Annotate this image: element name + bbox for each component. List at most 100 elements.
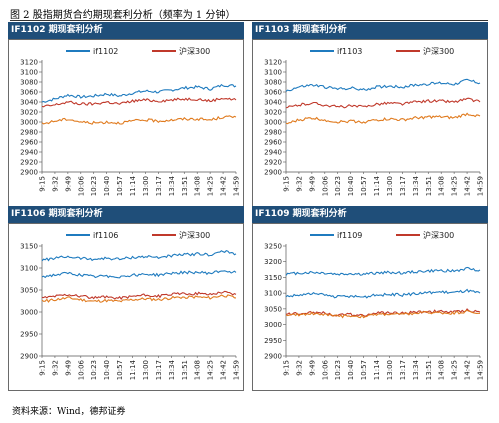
x-tick-label: 14:42 [220,176,228,196]
x-tick-label: 10:23 [90,360,98,380]
x-tick-label: 13:00 [386,360,394,380]
y-tick-label: 2980 [20,129,38,137]
legend-label: if1103 [337,47,362,56]
x-tick-label: 11:14 [373,359,381,380]
y-tick-label: 3100 [20,265,38,273]
x-tick-label: 14:42 [464,176,472,196]
y-tick-label: 3040 [20,99,38,107]
y-tick-label: 2920 [20,159,38,167]
y-tick-label: 3200 [264,258,282,266]
series-line [285,266,481,276]
x-tick-label: 14:59 [233,176,241,196]
x-tick-label: 10:40 [347,360,355,380]
x-tick-label: 9:15 [283,360,291,376]
x-tick-label: 13:51 [181,360,189,380]
legend-label: if1109 [337,231,362,240]
legend-label: 沪深300 [179,230,210,240]
x-tick-label: 10:23 [90,176,98,196]
x-tick-label: 9:15 [283,176,291,192]
y-tick-label: 3000 [20,119,38,127]
x-tick-label: 9:32 [295,176,303,192]
y-tick-label: 3120 [264,59,282,67]
chart-svg: 2900 2950 3000 3050 3100 3150 3200 3250 9:15 9:32… [264,230,485,380]
series-line [285,78,481,92]
figure-title: 图 2 股指期货合约期现套利分析（频率为 1 分钟） [10,10,236,21]
x-tick-label: 10:57 [116,176,124,196]
y-tick-label: 3120 [20,59,38,67]
y-tick-label: 3080 [264,79,282,87]
x-tick-label: 14:25 [207,176,215,196]
legend-label: 沪深300 [179,46,210,56]
x-tick-label: 10:06 [321,175,329,196]
x-tick-label: 10:06 [321,359,329,380]
y-tick-label: 3100 [20,69,38,77]
x-tick-label: 13:34 [412,175,420,196]
x-tick-label: 14:59 [477,360,485,380]
y-tick-label: 3080 [20,79,38,87]
panel-title: IF1102 期现套利分析 [8,22,244,39]
x-tick-label: 9:32 [51,176,59,192]
y-tick-label: 3050 [20,287,38,295]
panel-title: IF1106 期现套利分析 [8,206,244,223]
chart-svg: 2900 2920 2940 2960 2980 3000 3020 3040 3060 3080… [264,46,484,196]
x-tick-label: 10:06 [77,359,85,380]
y-tick-label: 2940 [20,149,38,157]
y-tick-label: 3150 [20,243,38,251]
panel-title: IF1109 期现套利分析 [252,206,488,223]
x-tick-label: 14:08 [438,176,446,196]
chart-panel-if1102: IF1102 期现套利分析 2900 2920 2940 2960 2980 3000 30… [8,22,244,207]
x-tick-label: 13:51 [181,176,189,196]
chart-svg: 2900 2950 3000 3050 3100 3150 9:15 9:32 9:49 10:0… [20,230,241,380]
x-tick-label: 10:40 [103,176,111,196]
x-tick-label: 14:08 [194,176,202,196]
chart-svg: 2900 2920 2940 2960 2980 3000 3020 3040 3060 3080… [20,46,241,196]
series-line [285,112,481,125]
x-tick-label: 10:57 [116,360,124,380]
x-tick-label: 14:42 [464,360,472,380]
series-line [285,97,481,109]
x-tick-label: 10:57 [360,360,368,380]
legend-label: 沪深300 [423,46,454,56]
y-tick-label: 2960 [264,139,282,147]
x-tick-label: 13:34 [168,359,176,380]
series-line [285,288,481,299]
x-tick-label: 13:17 [399,360,407,380]
y-tick-label: 3060 [20,89,38,97]
y-tick-label: 3100 [264,69,282,77]
series-line [285,309,480,319]
series-line [41,294,237,303]
y-tick-label: 3020 [264,109,282,117]
y-tick-label: 2950 [264,337,282,345]
y-tick-label: 3040 [264,99,282,107]
y-tick-label: 3020 [20,109,38,117]
x-tick-label: 13:17 [155,176,163,196]
y-tick-label: 2900 [264,353,282,361]
x-tick-label: 14:25 [451,360,459,380]
source-note: 资料来源：Wind，德邦证券 [12,407,126,417]
x-tick-label: 13:34 [168,175,176,196]
x-tick-label: 9:49 [64,176,72,192]
panel-title: IF1103 期现套利分析 [252,22,488,39]
title-divider [10,20,488,21]
x-tick-label: 14:42 [220,360,228,380]
plot-frame [252,223,488,391]
y-tick-label: 3000 [20,309,38,317]
x-tick-label: 9:15 [39,360,47,376]
x-tick-label: 13:00 [142,360,150,380]
x-tick-label: 13:51 [425,360,433,380]
x-tick-label: 13:00 [142,176,150,196]
x-tick-label: 13:17 [399,176,407,196]
x-tick-label: 9:32 [51,360,59,376]
legend-label: 沪深300 [423,230,454,240]
series-line [41,83,237,103]
plot-frame [8,223,244,391]
chart-panel-if1106: IF1106 期现套利分析 2900 2950 3000 3050 3100 3150 9:… [8,206,244,391]
y-tick-label: 3100 [264,290,282,298]
x-tick-label: 14:59 [233,360,241,380]
y-tick-label: 2920 [264,159,282,167]
y-tick-label: 2900 [20,353,38,361]
x-tick-label: 14:08 [438,360,446,380]
y-tick-label: 2940 [264,149,282,157]
chart-panel-if1109: IF1109 期现套利分析 2900 2950 3000 3050 3100 3150 32… [252,206,488,391]
y-tick-label: 3050 [264,305,282,313]
